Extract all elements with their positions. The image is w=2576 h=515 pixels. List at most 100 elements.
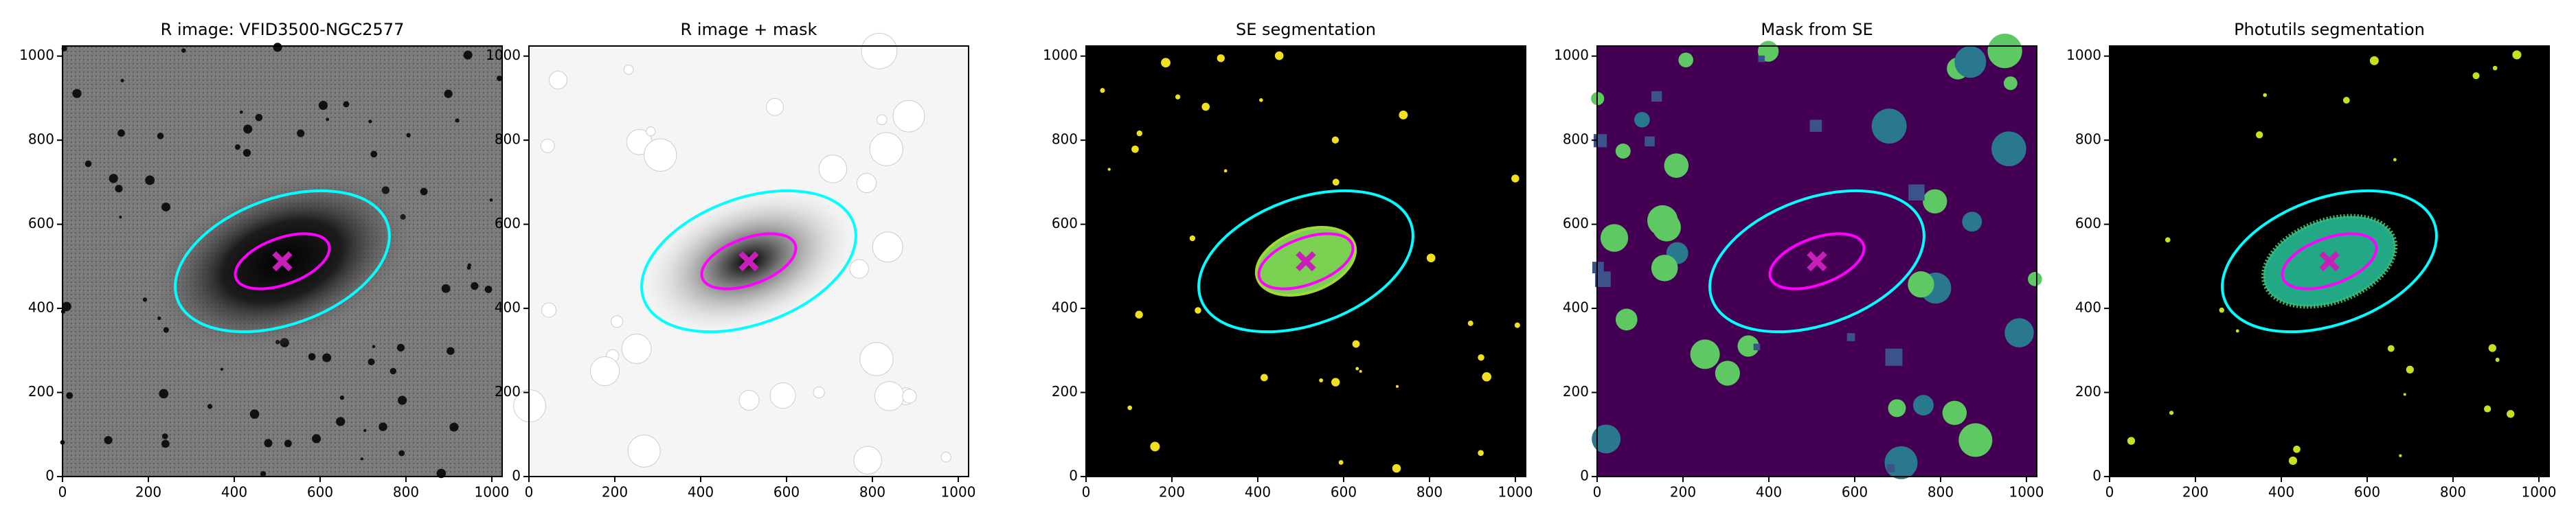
source-blob xyxy=(853,446,882,474)
source-blob xyxy=(242,148,251,157)
panel: 0 200 400 600 800 1000 0 200 400 600 800 1000 Photut… xyxy=(2066,20,2556,501)
source-blob xyxy=(766,98,784,116)
source-blob xyxy=(2003,76,2018,91)
source-blob xyxy=(1100,88,1105,93)
x-tick-label: 400 xyxy=(688,484,714,501)
source-blob xyxy=(1647,205,1678,236)
y-tick-label: 200 xyxy=(1052,383,1078,400)
source-blob xyxy=(360,457,363,461)
source-blob xyxy=(1131,145,1139,153)
source-blob xyxy=(484,286,493,293)
source-blob xyxy=(264,439,273,448)
source-blob xyxy=(813,386,825,399)
source-blob xyxy=(818,154,848,183)
x-tick-label: 400 xyxy=(2268,484,2294,501)
source-blob xyxy=(1954,46,1987,78)
source-blob xyxy=(2028,272,2042,286)
axes-frame xyxy=(1596,45,2037,477)
source-blob xyxy=(157,133,164,139)
source-blob xyxy=(467,263,471,267)
x-tick-label: 600 xyxy=(2354,484,2380,501)
x-tick-label: 600 xyxy=(773,484,800,501)
panel-title: Photutils segmentation xyxy=(2234,20,2425,39)
x-tick-label: 400 xyxy=(1756,484,1782,501)
source-blob xyxy=(1884,446,1918,479)
aperture-ellipse xyxy=(700,232,798,290)
source-blob xyxy=(1217,54,1225,62)
source-blob xyxy=(874,381,905,411)
y-tick-label: 800 xyxy=(1052,131,1078,148)
source-blob xyxy=(471,282,479,290)
source-blob xyxy=(738,389,760,411)
source-blob xyxy=(1467,320,1473,326)
source-blob xyxy=(1514,322,1520,328)
source-blob xyxy=(161,202,170,211)
source-blob xyxy=(284,439,292,448)
source-blob xyxy=(1136,130,1142,137)
x-tick-label: 400 xyxy=(1245,484,1271,501)
mask-square xyxy=(1886,464,1895,472)
source-blob xyxy=(379,422,387,431)
source-blob xyxy=(2507,410,2515,418)
x-tick-label: 0 xyxy=(1082,484,1091,501)
source-blob xyxy=(255,113,263,122)
y-tick-label: 200 xyxy=(1563,383,1589,400)
source-blob xyxy=(1259,98,1263,102)
source-blob xyxy=(1942,400,1967,425)
aperture-ellipse xyxy=(1257,232,1355,290)
y-tick-label: 800 xyxy=(28,131,54,148)
source-blob xyxy=(436,468,447,479)
source-blob xyxy=(308,353,316,360)
source-blob xyxy=(2127,437,2136,445)
y-tick-label: 0 xyxy=(2092,468,2101,484)
source-blob xyxy=(1958,423,1993,457)
x-tick-label: 600 xyxy=(307,484,333,501)
aperture-ellipse xyxy=(2221,189,2438,334)
source-blob xyxy=(1715,360,1740,386)
source-blob xyxy=(1175,94,1181,100)
source-blob xyxy=(2495,357,2500,363)
source-blob xyxy=(2399,454,2402,457)
mask-square xyxy=(1753,343,1761,351)
center-marker xyxy=(738,251,759,272)
source-blob xyxy=(1908,271,1934,298)
source-blob xyxy=(117,129,125,137)
source-blob xyxy=(1634,112,1650,128)
source-blob xyxy=(1331,378,1340,387)
x-tick-label: 600 xyxy=(1842,484,1868,501)
y-tick-label: 0 xyxy=(1580,468,1589,484)
x-tick-label: 200 xyxy=(2182,484,2208,501)
y-tick-label: 400 xyxy=(1563,299,1589,316)
source-blob xyxy=(343,101,350,108)
source-blob xyxy=(273,43,282,52)
source-blob xyxy=(159,389,169,399)
x-tick-label: 200 xyxy=(1159,484,1185,501)
y-tick-label: 400 xyxy=(2075,299,2101,316)
source-blob xyxy=(2512,50,2522,60)
source-blob xyxy=(444,89,453,98)
source-blob xyxy=(1478,450,1484,456)
source-blob xyxy=(2235,329,2239,333)
center-marker xyxy=(1807,251,1827,272)
source-blob xyxy=(1991,131,2026,167)
source-blob xyxy=(769,382,796,409)
panel: 0 200 400 600 800 1000 0 200 400 600 800 1000 R imag… xyxy=(19,20,509,501)
source-blob xyxy=(1962,211,1982,232)
source-blob xyxy=(2492,65,2498,71)
source-blob xyxy=(2472,72,2480,80)
source-blob xyxy=(396,343,405,352)
source-blob xyxy=(406,133,411,138)
y-tick-label: 400 xyxy=(1052,299,1078,316)
source-blob xyxy=(589,356,620,387)
y-tick-label: 1000 xyxy=(1043,47,1078,63)
aperture-ellipse xyxy=(1768,232,1866,290)
source-blob xyxy=(496,76,503,82)
x-tick-label: 200 xyxy=(135,484,161,501)
source-blob xyxy=(234,144,240,150)
source-blob xyxy=(1482,371,1491,382)
source-blob xyxy=(372,345,376,348)
source-blob xyxy=(2393,158,2397,161)
source-blob xyxy=(368,119,372,124)
source-blob xyxy=(1511,174,1519,183)
